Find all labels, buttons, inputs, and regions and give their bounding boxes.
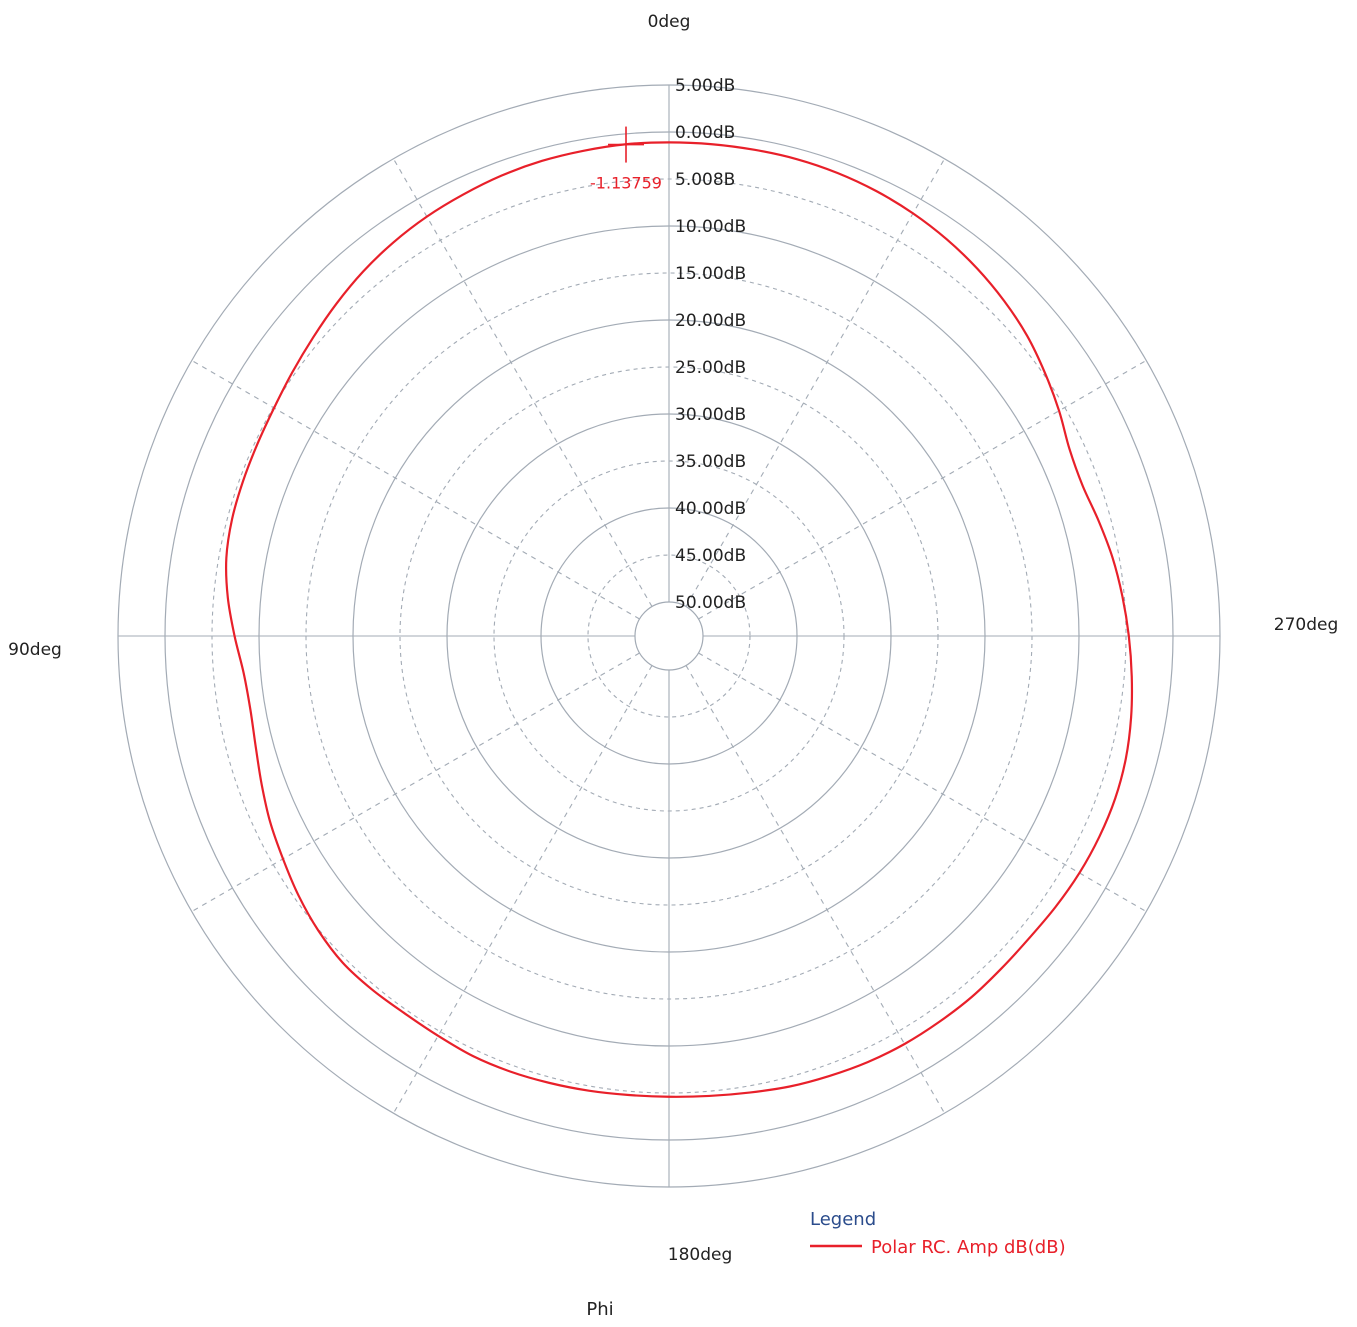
grid-spoke [698,360,1147,620]
grid-spoke [698,652,1147,912]
angle-tick-label: 270deg [1274,615,1339,635]
grid-spoke [393,158,653,607]
legend: Legend Polar RC. Amp dB(dB) [810,1209,1066,1258]
radial-tick-label: 15.00dB [675,264,746,284]
angle-tick-label: 180deg [668,1245,733,1265]
grid-spoke [191,360,640,620]
radial-tick-label: 35.00dB [675,452,746,472]
radial-tick-label: 25.00dB [675,358,746,378]
marker-layer: -1.13759 [590,126,662,193]
radial-tick-label: 0.00dB [675,123,735,143]
radial-tick-label: 10.00dB [675,217,746,237]
legend-series-label: Polar RC. Amp dB(dB) [871,1237,1066,1258]
marker-value-label: -1.13759 [590,174,662,193]
series-line-0 [224,141,1134,1098]
radial-tick-label: 40.00dB [675,499,746,519]
radial-tick-label: 20.00dB [675,311,746,331]
grid-spoke [685,158,945,607]
radial-tick-label: 5.008B [675,170,735,190]
angle-tick-label: 90deg [8,640,62,660]
series-layer [224,141,1134,1098]
radial-tick-label: 50.00dB [675,593,746,613]
angular-grid-spokes [118,85,1220,1187]
angle-tick-labels: 0deg 90deg 180deg 270deg [8,12,1338,1265]
radial-tick-label: 45.00dB [675,546,746,566]
radial-tick-label: 30.00dB [675,405,746,425]
radial-tick-label: 5.00dB [675,76,735,96]
x-axis-title: Phi [586,1299,613,1320]
radial-tick-labels: 5.00dB 0.00dB 5.008B 10.00dB 15.00dB 20.00dB 2… [675,76,746,613]
grid-spoke [685,665,945,1114]
angle-tick-label: 0deg [648,12,691,32]
legend-title: Legend [810,1209,876,1230]
grid-spoke [191,652,640,912]
grid-spoke [393,665,653,1114]
